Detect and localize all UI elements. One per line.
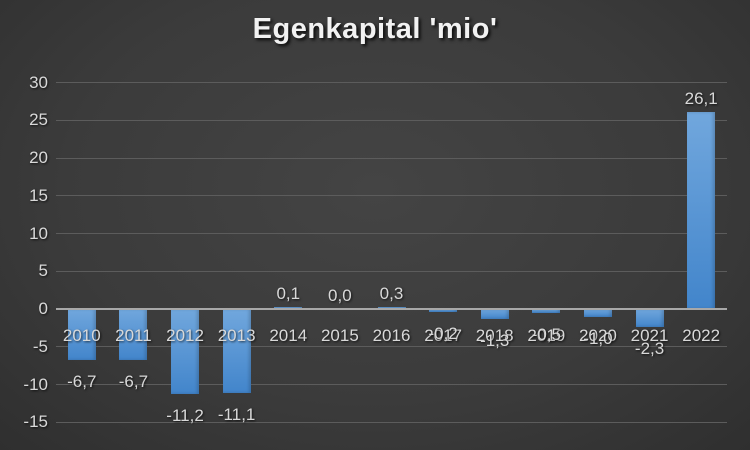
y-gridline	[56, 384, 727, 386]
bar-2013[interactable]	[222, 309, 251, 394]
x-axis-label-2017: 2017	[424, 326, 463, 345]
data-label-2017: -0,2	[428, 323, 458, 343]
y-axis-tick-label: -15	[23, 412, 48, 432]
x-axis-label-2015: 2015	[320, 326, 359, 345]
y-axis-tick-label: 20	[29, 148, 48, 168]
data-label-2016: 0,3	[379, 283, 404, 303]
y-gridline	[56, 270, 727, 272]
data-label-2014: 0,1	[276, 283, 301, 303]
bar-2020[interactable]	[583, 309, 612, 317]
bar-2018[interactable]	[480, 309, 509, 319]
data-label-2022: 26,1	[684, 89, 718, 109]
x-axis-label-2018: 2018	[475, 326, 514, 345]
x-axis-label-2013: 2013	[217, 326, 256, 345]
data-label-2011: -6,7	[118, 371, 149, 391]
data-label-2018: -1,3	[480, 331, 510, 351]
x-axis-label-2016: 2016	[372, 326, 411, 345]
y-axis-tick-label: 30	[29, 72, 48, 92]
y-axis-tick-label: 10	[29, 223, 48, 243]
bar-2017[interactable]	[429, 309, 458, 312]
y-axis-tick-label: 5	[38, 261, 48, 281]
x-axis-label-2012: 2012	[166, 326, 204, 345]
y-gridline	[56, 421, 727, 423]
bar-2021[interactable]	[635, 309, 664, 327]
y-gridline	[56, 195, 727, 197]
bar-2011[interactable]	[119, 309, 148, 360]
data-label-2015: 0,0	[328, 286, 352, 306]
data-label-2013: -11,1	[217, 405, 256, 425]
data-label-2020: -1,0	[583, 328, 613, 348]
bar-2022[interactable]	[687, 112, 716, 310]
y-axis-tick-label: -10	[23, 374, 48, 394]
x-axis-label-2010: 2010	[62, 326, 101, 345]
x-axis-label-2011: 2011	[115, 326, 152, 345]
bar-2019[interactable]	[532, 309, 561, 313]
y-axis-tick-label: -5	[32, 336, 48, 356]
data-label-2021: -2,3	[634, 338, 665, 358]
bar-2012[interactable]	[171, 309, 200, 394]
y-axis-tick-label: 25	[29, 110, 48, 130]
y-gridline	[56, 346, 727, 348]
x-axis-label-2022: 2022	[682, 326, 721, 345]
bar-2016[interactable]	[377, 306, 406, 310]
bar-2010[interactable]	[67, 309, 96, 360]
chart-title: Egenkapital 'mio'	[252, 13, 498, 45]
y-gridline	[56, 157, 727, 159]
x-axis-label-2014: 2014	[269, 326, 308, 345]
x-axis-label-2021: 2021	[630, 326, 669, 345]
y-gridline	[56, 119, 727, 121]
y-axis-tick-label: 15	[29, 185, 48, 205]
y-axis-tick-label: 0	[38, 299, 48, 319]
data-label-2012: -11,2	[166, 405, 204, 425]
y-gridline	[56, 82, 727, 84]
x-axis-label-2020: 2020	[579, 326, 617, 345]
bar-2014[interactable]	[274, 306, 303, 310]
x-axis-label-2019: 2019	[527, 326, 566, 345]
data-label-2019: -0,5	[531, 324, 561, 344]
data-label-2010: -6,7	[67, 371, 97, 391]
zero-axis-line	[56, 308, 727, 310]
y-gridline	[56, 233, 727, 235]
